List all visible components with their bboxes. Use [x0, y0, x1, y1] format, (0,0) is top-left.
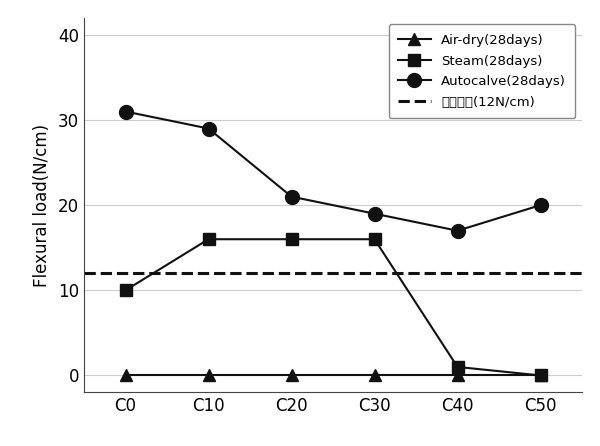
Air-dry(28days) — [371, 373, 378, 378]
Autocalve(28days) — [371, 211, 378, 216]
Steam(28days) — [288, 236, 295, 242]
Air-dry(28days) — [288, 373, 295, 378]
Autocalve(28days) — [288, 194, 295, 199]
Autocalve(28days) — [205, 126, 212, 131]
Air-dry(28days) — [454, 373, 461, 378]
Steam(28days) — [122, 288, 129, 293]
Autocalve(28days) — [537, 202, 544, 208]
Line: Air-dry(28days): Air-dry(28days) — [119, 369, 547, 382]
Legend: Air-dry(28days), Steam(28days), Autocalve(28days), 목표성능(12N/cm): Air-dry(28days), Steam(28days), Autocalv… — [389, 25, 575, 118]
Steam(28days) — [371, 236, 378, 242]
Air-dry(28days) — [205, 373, 212, 378]
Steam(28days) — [454, 364, 461, 370]
Steam(28days) — [205, 236, 212, 242]
Line: Steam(28days): Steam(28days) — [120, 234, 546, 381]
Y-axis label: Flexural load(N/cm): Flexural load(N/cm) — [33, 124, 51, 287]
Line: Autocalve(28days): Autocalve(28days) — [119, 104, 547, 238]
Air-dry(28days) — [537, 373, 544, 378]
목표성능(12N/cm) — [205, 271, 212, 276]
목표성능(12N/cm) — [122, 271, 129, 276]
Autocalve(28days) — [454, 228, 461, 233]
Air-dry(28days) — [122, 373, 129, 378]
Steam(28days) — [537, 373, 544, 378]
Autocalve(28days) — [122, 109, 129, 114]
